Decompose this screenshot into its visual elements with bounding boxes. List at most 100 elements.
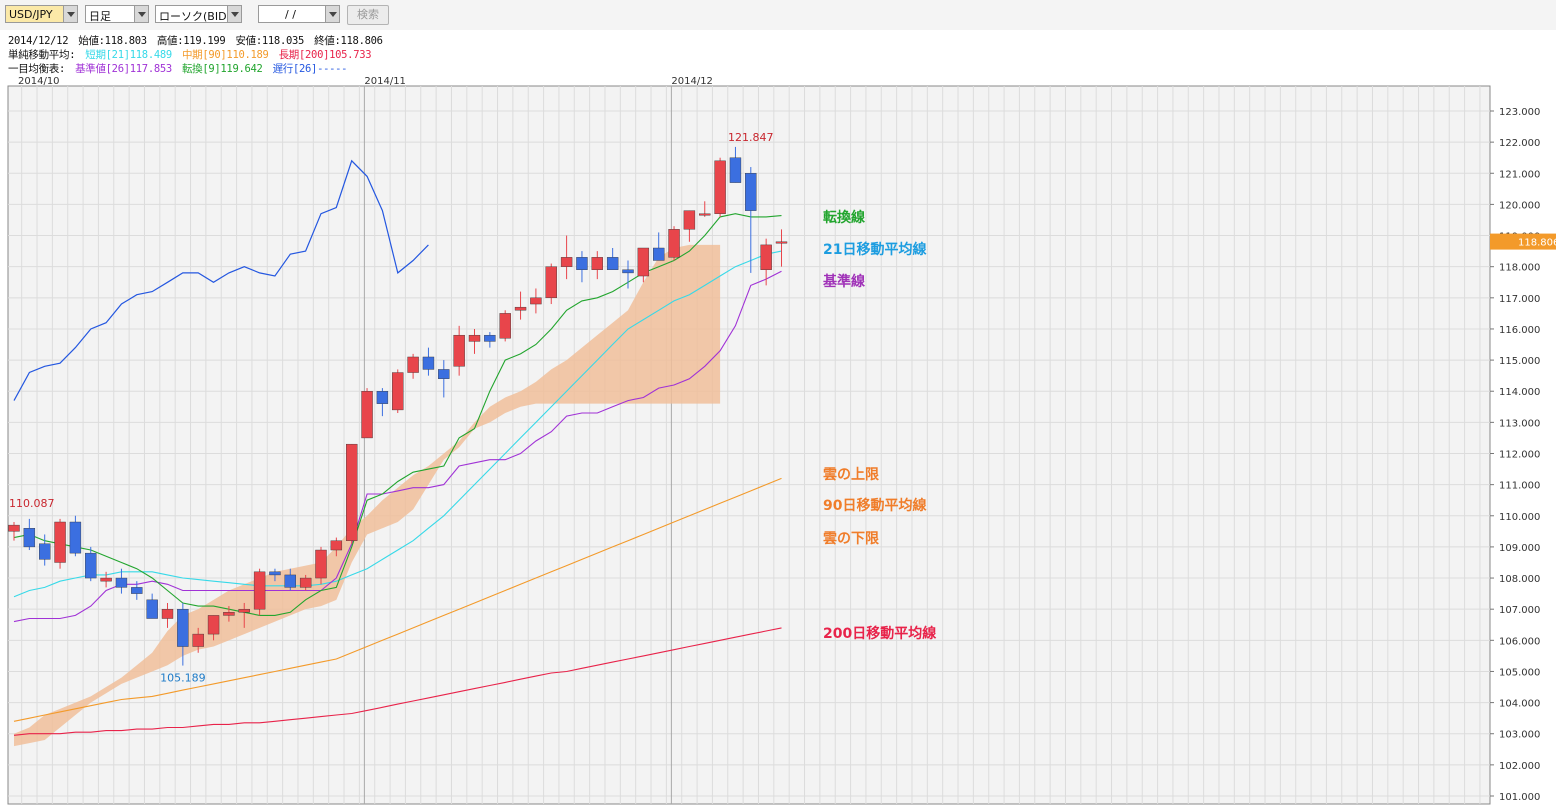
candle-body [622, 269, 634, 274]
month-label: 2014/11 [364, 76, 406, 87]
tenkan-value: 転換[9]119.642 [181, 63, 263, 75]
candle-body [668, 229, 680, 258]
chevron-down-icon[interactable] [134, 6, 148, 22]
sma-info-row: 単純移動平均: 短期[21]118.489 中期[90]110.189 長期[2… [8, 47, 375, 62]
candle-body [146, 599, 158, 619]
candle-body [299, 577, 312, 588]
sma90-line [13, 477, 782, 722]
quote-info-row: 2014/12/12 始値:118.803 高値:119.199 安値:118.… [8, 33, 387, 48]
y-tick-label: 109.000 [1499, 543, 1540, 554]
candle-body [576, 257, 588, 270]
timeframe-select-value: 日足 [89, 10, 111, 23]
y-tick-label: 115.000 [1499, 356, 1540, 367]
sma-mid-value: 中期[90]110.189 [181, 49, 269, 61]
candle-body [545, 266, 557, 299]
candle-body [760, 244, 772, 270]
candle-body [361, 391, 373, 439]
candle-body [223, 612, 235, 616]
y-tick-label: 120.000 [1499, 200, 1540, 211]
candle-body [315, 549, 327, 579]
annotation-tenkan: 転換線 [823, 210, 865, 226]
candle-body [745, 173, 757, 211]
y-tick-label: 118.000 [1499, 263, 1540, 274]
y-tick-label: 101.000 [1499, 792, 1540, 803]
annotation-sma90: 90日移動平均線 [823, 498, 927, 514]
current-price-label: 118.806 [1518, 238, 1556, 249]
month-label: 2014/10 [18, 76, 60, 87]
candle-body [484, 334, 496, 342]
chart-type-select[interactable]: ローソク(BID) [155, 5, 242, 23]
y-tick-label: 122.000 [1499, 138, 1540, 149]
tenkan-line [13, 213, 782, 616]
price-marker-label: 110.087 [9, 497, 55, 510]
kijun-value: 基準値[26]117.853 [75, 63, 172, 75]
chevron-down-icon[interactable] [227, 6, 241, 22]
y-tick-label: 108.000 [1499, 574, 1540, 585]
y-tick-label: 123.000 [1499, 107, 1540, 118]
candle-body [683, 210, 696, 230]
candle-body [591, 257, 603, 270]
month-label: 2014/12 [671, 76, 713, 87]
candle-body [346, 443, 358, 541]
annotation-kijun: 基準線 [823, 274, 865, 290]
candle-body [453, 334, 465, 367]
y-tick-label: 117.000 [1499, 294, 1540, 305]
candle-body [775, 241, 788, 244]
candle-body [69, 521, 82, 554]
candle-body [39, 543, 51, 560]
candle-body [161, 608, 174, 619]
ichimoku-info-row: 一目均衡表: 基準値[26]117.853 転換[9]119.642 遅行[26… [8, 61, 351, 76]
y-tick-label: 110.000 [1499, 512, 1540, 523]
annotation-sma200: 200日移動平均線 [823, 626, 937, 642]
ichimoku-label: 一目均衡表: [8, 63, 66, 75]
candle-body [653, 247, 665, 261]
candle-body [330, 540, 343, 551]
quote-low: 安値:118.035 [235, 35, 305, 47]
candle-body [499, 313, 511, 339]
candle-body [253, 571, 266, 610]
toolbar: USD/JPY 日足 ローソク(BID) / / 検索 [0, 0, 1556, 30]
ichimoku-cloud [14, 244, 721, 747]
candle-body [422, 356, 435, 370]
y-tick-label: 104.000 [1499, 699, 1540, 710]
candle-body [207, 615, 220, 635]
chikou-value: 遅行[26]----- [272, 63, 348, 75]
candle-body [54, 521, 66, 563]
symbol-select[interactable]: USD/JPY [5, 5, 78, 23]
annotation-cloud-lower: 雲の下限 [823, 531, 879, 547]
timeframe-select[interactable]: 日足 [85, 5, 149, 23]
y-tick-label: 107.000 [1499, 605, 1540, 616]
chikou-line [13, 159, 429, 401]
candle-body [530, 297, 542, 305]
calendar-dropdown-icon[interactable] [325, 6, 339, 22]
price-chart[interactable]: 101.000 102.000 103.000 104.000 105.000 106.0… [0, 74, 1556, 807]
candle-body [238, 608, 250, 613]
date-select-value: / / [285, 8, 296, 21]
candle-body [637, 247, 650, 277]
quote-close: 終値:118.806 [314, 35, 383, 47]
candle-body [284, 574, 296, 588]
candle-body [192, 633, 204, 647]
y-tick-label: 103.000 [1499, 730, 1540, 741]
candle-body [392, 372, 404, 411]
y-tick-label: 112.000 [1499, 450, 1540, 461]
y-tick-label: 106.000 [1499, 636, 1540, 647]
current-price-tag [1490, 233, 1556, 250]
candle-body [85, 552, 97, 579]
candle-body [560, 257, 573, 267]
candle-body [269, 571, 281, 576]
candle-body [376, 391, 389, 404]
y-tick-label: 116.000 [1499, 325, 1540, 336]
sma-short-value: 短期[21]118.489 [85, 49, 172, 61]
date-select[interactable]: / / [258, 5, 340, 23]
symbol-select-value: USD/JPY [9, 8, 53, 21]
y-tick-label: 114.000 [1499, 387, 1540, 398]
search-button[interactable]: 検索 [347, 5, 389, 25]
price-marker-label: 105.189 [160, 672, 206, 685]
candle-body [606, 257, 619, 270]
chevron-down-icon[interactable] [63, 6, 77, 22]
sma-long-value: 長期[200]105.733 [278, 49, 372, 61]
quote-high: 高値:119.199 [156, 35, 226, 47]
chart-type-select-value: ローソク(BID) [159, 10, 231, 23]
candle-body [699, 213, 711, 216]
